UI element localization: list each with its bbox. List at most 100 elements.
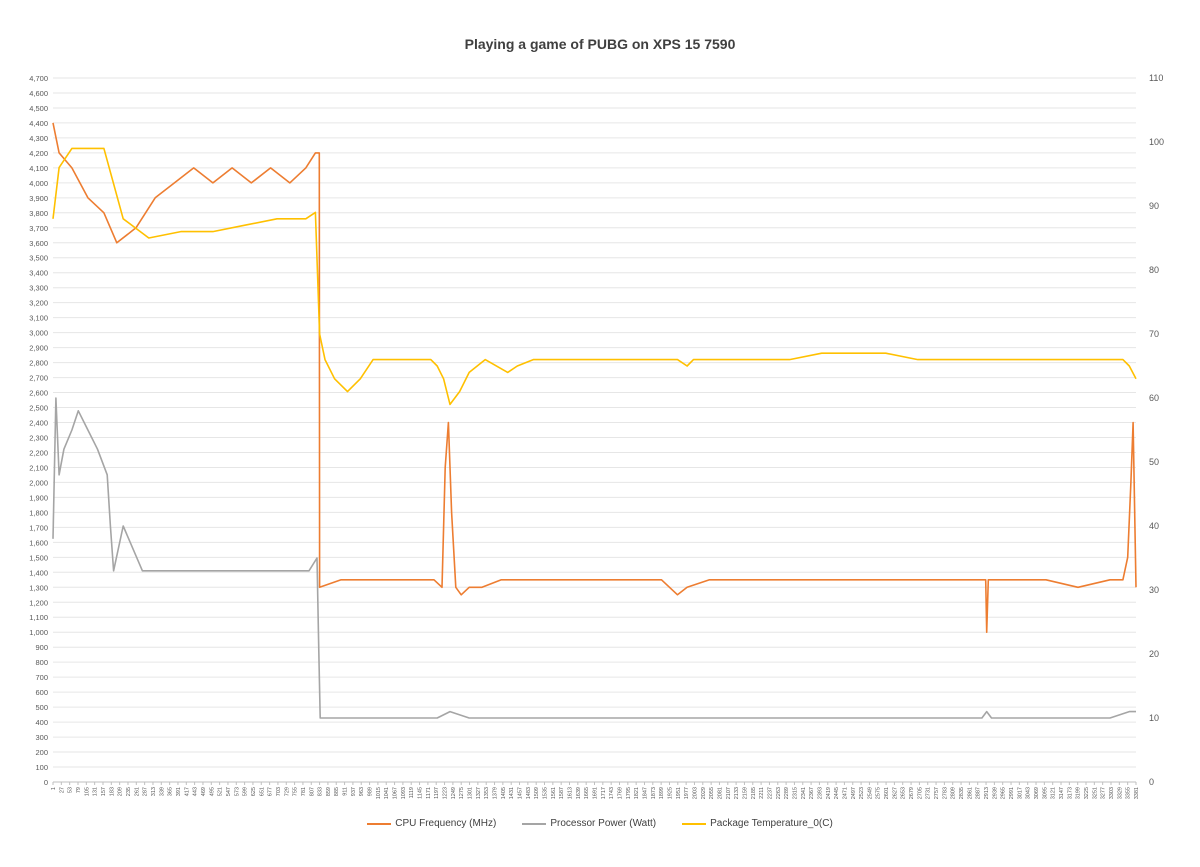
- x-tick-label: 3225: [1084, 787, 1090, 799]
- x-tick-label: 1431: [509, 787, 515, 799]
- x-tick-label: 755: [293, 787, 299, 796]
- x-tick-label: 2029: [701, 787, 707, 799]
- x-tick-label: 729: [284, 787, 290, 796]
- x-tick-label: 963: [359, 787, 365, 796]
- x-tick-label: 495: [209, 787, 215, 796]
- x-tick-label: 2965: [1001, 787, 1007, 799]
- gridlines: [53, 77, 1136, 783]
- x-tick-label: 2991: [1009, 787, 1015, 799]
- left-tick-label: 4,300: [29, 134, 48, 143]
- x-tick-label: 1249: [451, 787, 457, 799]
- left-tick-label: 3,400: [29, 269, 48, 278]
- right-tick-label: 20: [1149, 649, 1159, 659]
- x-tick-label: 2887: [976, 787, 982, 799]
- x-tick-label: 2341: [801, 787, 807, 799]
- x-tick-label: 1613: [568, 787, 574, 799]
- x-tick-label: 1795: [626, 787, 632, 799]
- left-tick-label: 1,700: [29, 523, 48, 532]
- left-tick-label: 1,600: [29, 538, 48, 547]
- legend-label: CPU Frequency (MHz): [395, 818, 497, 829]
- legend-swatch: [367, 822, 392, 825]
- x-tick-label: 2835: [959, 787, 965, 799]
- x-tick-label: 2055: [709, 787, 715, 799]
- x-tick-label: 1145: [418, 787, 424, 799]
- x-tick-label: 2913: [984, 787, 990, 799]
- x-tick-label: 2783: [942, 787, 948, 799]
- x-tick-label: 443: [193, 787, 199, 796]
- x-tick-label: 2549: [867, 787, 873, 799]
- x-tick-label: 287: [143, 787, 149, 796]
- right-tick-label: 10: [1149, 713, 1159, 723]
- left-tick-label: 1,300: [29, 583, 48, 592]
- x-tick-label: 1561: [551, 787, 557, 799]
- left-tick-label: 600: [35, 688, 48, 697]
- x-tick-label: 781: [301, 787, 307, 796]
- x-tick-label: 2003: [692, 787, 698, 799]
- left-tick-label: 1,200: [29, 598, 48, 607]
- right-tick-label: 50: [1149, 457, 1159, 467]
- x-tick-label: 3329: [1117, 787, 1123, 799]
- x-tick-label: 2757: [934, 787, 940, 799]
- right-tick-label: 110: [1149, 73, 1163, 83]
- x-tick-label: 1067: [393, 787, 399, 799]
- left-tick-label: 2,800: [29, 359, 48, 368]
- left-tick-label: 3,900: [29, 194, 48, 203]
- legend: CPU Frequency (MHz) Processor Power (Wat…: [0, 818, 1200, 829]
- x-tick-label: 3251: [1092, 787, 1098, 799]
- left-tick-label: 4,700: [29, 74, 48, 83]
- x-tick-label: 3147: [1059, 787, 1065, 799]
- right-tick-label: 30: [1149, 585, 1159, 595]
- series-lines: [52, 122, 1137, 719]
- x-tick-label: 1379: [493, 787, 499, 799]
- x-tick-label: 1743: [609, 787, 615, 799]
- x-tick-label: 1535: [543, 787, 549, 799]
- left-tick-label: 3,200: [29, 299, 48, 308]
- left-tick-label: 800: [35, 658, 48, 667]
- x-tick-label: 261: [134, 787, 140, 796]
- left-tick-label: 2,900: [29, 344, 48, 353]
- x-tick-label: 2575: [876, 787, 882, 799]
- x-tick-label: 1691: [593, 787, 599, 799]
- right-tick-label: 70: [1149, 329, 1159, 339]
- legend-item-cpu-frequency: CPU Frequency (MHz): [367, 818, 496, 829]
- x-tick-label: 1977: [684, 787, 690, 799]
- legend-item-package-temperature: Package Temperature_0(C): [682, 818, 833, 829]
- legend-swatch: [682, 822, 707, 825]
- x-tick-label: 1951: [676, 787, 682, 799]
- x-tick-label: 1899: [659, 787, 665, 799]
- x-tick-label: 937: [351, 787, 357, 796]
- chart-title: Playing a game of PUBG on XPS 15 7590: [464, 36, 736, 52]
- x-tick-label: 989: [368, 787, 374, 796]
- x-tick-label: 1925: [667, 787, 673, 799]
- x-tick-label: 469: [201, 787, 207, 796]
- x-tick-label: 3121: [1051, 787, 1057, 799]
- x-tick-label: 3303: [1109, 787, 1115, 799]
- x-tick-label: 131: [93, 787, 99, 796]
- x-tick-label: 911: [343, 787, 349, 796]
- x-tick-label: 2471: [842, 787, 848, 799]
- x-tick-label: 833: [318, 787, 324, 796]
- left-tick-label: 2,400: [29, 419, 48, 428]
- x-tick-label: 1483: [526, 787, 532, 799]
- left-tick-label: 400: [35, 718, 48, 727]
- x-tick-label: 2081: [717, 787, 723, 799]
- x-tick-label: 599: [243, 787, 249, 796]
- x-tick-label: 1665: [584, 787, 590, 799]
- left-tick-label: 0: [44, 778, 48, 787]
- right-tick-label: 0: [1149, 777, 1154, 787]
- x-tick-label: 1873: [651, 787, 657, 799]
- left-tick-label: 4,200: [29, 149, 48, 158]
- x-tick-label: 547: [226, 787, 232, 796]
- x-tick-label: 2211: [759, 787, 765, 799]
- x-tick-label: 1301: [468, 787, 474, 799]
- left-tick-label: 2,700: [29, 374, 48, 383]
- x-tick-label: 2731: [926, 787, 932, 799]
- right-tick-label: 80: [1149, 265, 1159, 275]
- series-line-cpu-frequency: [52, 122, 1137, 634]
- x-tick-label: 2133: [734, 787, 740, 799]
- x-tick-label: 235: [126, 787, 132, 796]
- x-tick-label: 2159: [742, 787, 748, 799]
- left-tick-label: 3,700: [29, 224, 48, 233]
- x-tick-label: 2107: [726, 787, 732, 799]
